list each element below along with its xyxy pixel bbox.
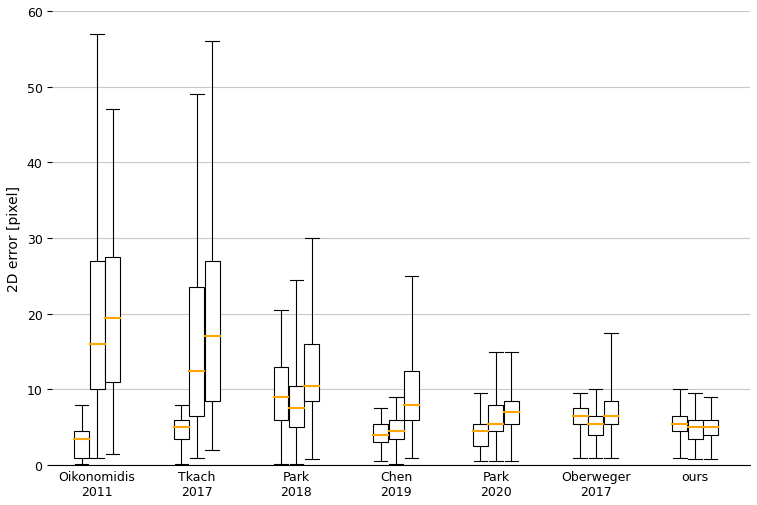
Bar bbox=[572, 409, 587, 424]
Bar bbox=[204, 261, 220, 401]
Bar bbox=[289, 386, 304, 428]
Bar bbox=[174, 420, 188, 439]
Bar bbox=[488, 405, 503, 431]
Bar bbox=[688, 420, 702, 439]
Bar bbox=[74, 431, 89, 458]
Bar bbox=[703, 420, 718, 435]
Bar bbox=[473, 424, 488, 446]
Bar bbox=[603, 401, 618, 424]
Bar bbox=[404, 371, 419, 420]
Bar bbox=[672, 416, 687, 431]
Bar bbox=[373, 424, 388, 442]
Bar bbox=[504, 401, 519, 424]
Bar bbox=[105, 258, 120, 382]
Bar bbox=[189, 288, 204, 416]
Y-axis label: 2D error [pixel]: 2D error [pixel] bbox=[7, 186, 21, 291]
Bar bbox=[89, 261, 104, 390]
Bar bbox=[388, 420, 403, 439]
Bar bbox=[304, 344, 319, 401]
Bar bbox=[588, 416, 603, 435]
Bar bbox=[273, 367, 288, 420]
